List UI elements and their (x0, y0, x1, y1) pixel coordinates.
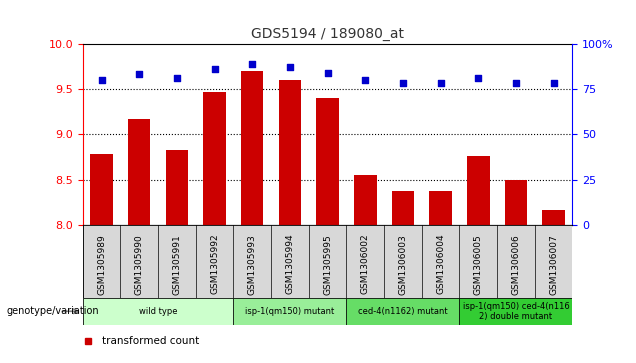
Text: GSM1306003: GSM1306003 (398, 234, 408, 294)
Bar (467, 156, 490, 225)
Text: GSM1305992: GSM1305992 (210, 234, 219, 294)
Bar (83, 298, 233, 325)
Text: GSM1306007: GSM1306007 (549, 234, 558, 294)
Point (436, 81, 446, 86)
Bar (392, 191, 414, 225)
Point (209, 66, 219, 72)
Bar (543, 209, 565, 225)
Text: isp-1(qm150) mutant: isp-1(qm150) mutant (245, 307, 335, 316)
Text: GSM1306005: GSM1306005 (474, 234, 483, 294)
Text: GSM1305989: GSM1305989 (97, 234, 106, 294)
Point (97, 77, 107, 83)
Point (398, 81, 408, 86)
Bar (354, 175, 377, 225)
Point (548, 81, 558, 86)
Text: GSM1305993: GSM1305993 (247, 234, 257, 294)
Bar (204, 91, 226, 225)
Text: isp-1(qm150) ced-4(n116
2) double mutant: isp-1(qm150) ced-4(n116 2) double mutant (462, 302, 569, 321)
Point (134, 72, 144, 77)
Text: ced-4(n1162) mutant: ced-4(n1162) mutant (358, 307, 448, 316)
Bar (504, 180, 527, 225)
Bar (241, 71, 263, 225)
Point (172, 75, 182, 81)
Point (285, 64, 295, 70)
Text: transformed count: transformed count (102, 336, 200, 346)
Text: GSM1305991: GSM1305991 (172, 234, 181, 294)
Point (511, 81, 521, 86)
Bar (347, 298, 459, 325)
Text: GSM1305995: GSM1305995 (323, 234, 332, 294)
Bar (316, 98, 339, 225)
Text: wild type: wild type (139, 307, 177, 316)
Text: GSM1306006: GSM1306006 (511, 234, 520, 294)
Bar (90, 154, 113, 225)
Bar (165, 150, 188, 225)
Bar (128, 119, 151, 225)
Point (322, 70, 333, 76)
Bar (233, 298, 347, 325)
Point (360, 77, 370, 83)
Point (247, 61, 258, 66)
Text: GSM1305994: GSM1305994 (286, 234, 294, 294)
Text: GSM1306004: GSM1306004 (436, 234, 445, 294)
Title: GDS5194 / 189080_at: GDS5194 / 189080_at (251, 27, 404, 41)
Text: GSM1306002: GSM1306002 (361, 234, 370, 294)
Point (473, 75, 483, 81)
Bar (279, 80, 301, 225)
Text: GSM1305990: GSM1305990 (135, 234, 144, 294)
Bar (429, 192, 452, 225)
Text: genotype/variation: genotype/variation (6, 306, 99, 316)
Bar (459, 298, 572, 325)
